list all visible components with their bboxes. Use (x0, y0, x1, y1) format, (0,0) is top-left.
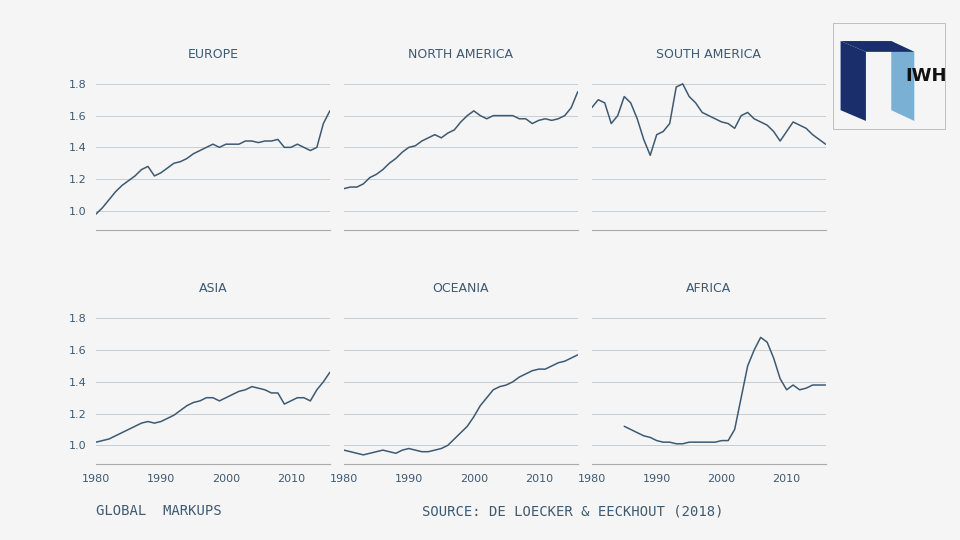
Polygon shape (841, 41, 866, 121)
Title: EUROPE: EUROPE (187, 48, 238, 61)
Title: SOUTH AMERICA: SOUTH AMERICA (657, 48, 761, 61)
Text: GLOBAL  MARKUPS: GLOBAL MARKUPS (96, 504, 222, 518)
Title: ASIA: ASIA (199, 282, 228, 295)
Text: IWH: IWH (905, 66, 947, 85)
Title: AFRICA: AFRICA (686, 282, 732, 295)
Polygon shape (891, 41, 914, 121)
Title: NORTH AMERICA: NORTH AMERICA (408, 48, 514, 61)
Polygon shape (841, 41, 914, 52)
Title: OCEANIA: OCEANIA (433, 282, 489, 295)
Text: SOURCE: DE LOECKER & EECKHOUT (2018): SOURCE: DE LOECKER & EECKHOUT (2018) (422, 504, 724, 518)
